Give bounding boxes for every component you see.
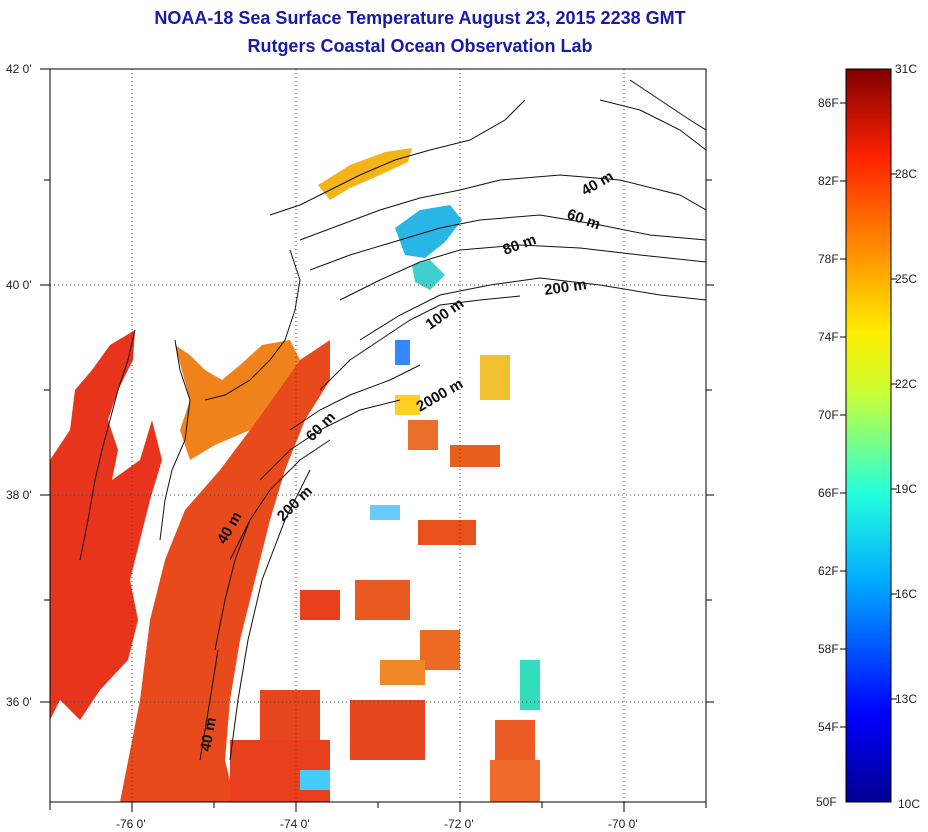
depth-label: 200 m <box>543 276 587 299</box>
colorbar-f-label: 58F <box>818 642 839 656</box>
axis-labels: -76 0' -74 0' -72 0' -70 0' 42 0' 40 0' … <box>6 62 638 831</box>
chesapeake-bay-sst <box>50 330 162 720</box>
colorbar-c-label: 16C <box>895 587 917 601</box>
y-tick-label: 38 0' <box>6 488 32 502</box>
depth-label: 2000 m <box>414 375 467 415</box>
colorbar-c-label: 19C <box>895 482 917 496</box>
y-tick-label: 36 0' <box>6 695 32 709</box>
colorbar-f-label: 50F <box>816 795 837 809</box>
colorbar-f-label: 82F <box>818 174 839 188</box>
offshore-cool-patch-small <box>412 260 445 290</box>
x-tick-label: -74 0' <box>280 817 310 831</box>
colorbar-c-label: 28C <box>895 167 917 181</box>
depth-label: 200 m <box>274 483 316 525</box>
map-area: 40 m 60 m 80 m 200 m 100 m 2000 m 60 m 2… <box>50 79 706 802</box>
colorbar-f-label: 74F <box>818 330 839 344</box>
y-tick-label: 40 0' <box>6 278 32 292</box>
coastal-shelf-sst <box>120 340 330 802</box>
colorbar-gradient <box>845 68 892 803</box>
bathymetry-contours <box>79 79 706 761</box>
colorbar-f-label: 66F <box>818 486 839 500</box>
delaware-bay-sst <box>175 340 300 460</box>
long-island-sound-sst <box>318 148 412 200</box>
map-subtitle: Rutgers Coastal Ocean Observation Lab <box>247 36 593 56</box>
depth-label: 60 m <box>565 206 603 234</box>
y-tick-label: 42 0' <box>6 62 32 76</box>
colorbar-f-label: 70F <box>818 408 839 422</box>
colorbar-f-label: 62F <box>818 564 839 578</box>
depth-label: 40 m <box>579 168 617 200</box>
tick-marks <box>40 68 714 812</box>
colorbar-c-label: 25C <box>895 272 917 286</box>
depth-label: 40 m <box>197 716 220 753</box>
map-title: NOAA-18 Sea Surface Temperature August 2… <box>154 8 686 28</box>
colorbar-f-label: 54F <box>818 720 839 734</box>
colorbar-f-label: 78F <box>818 252 839 266</box>
x-tick-label: -70 0' <box>608 817 638 831</box>
x-tick-label: -76 0' <box>116 817 146 831</box>
colorbar-c-label: 22C <box>895 377 917 391</box>
depth-label: 80 m <box>501 231 539 259</box>
offshore-sst-patches <box>230 340 540 802</box>
graticule <box>50 69 706 802</box>
colorbar-c-label: 10C <box>898 797 920 811</box>
colorbar: 86F 82F 78F 74F 70F 66F 62F 58F 54F 50F … <box>816 62 920 811</box>
colorbar-c-label: 31C <box>895 62 917 76</box>
colorbar-c-label: 13C <box>895 692 917 706</box>
colorbar-f-label: 86F <box>818 96 839 110</box>
x-tick-label: -72 0' <box>444 817 474 831</box>
